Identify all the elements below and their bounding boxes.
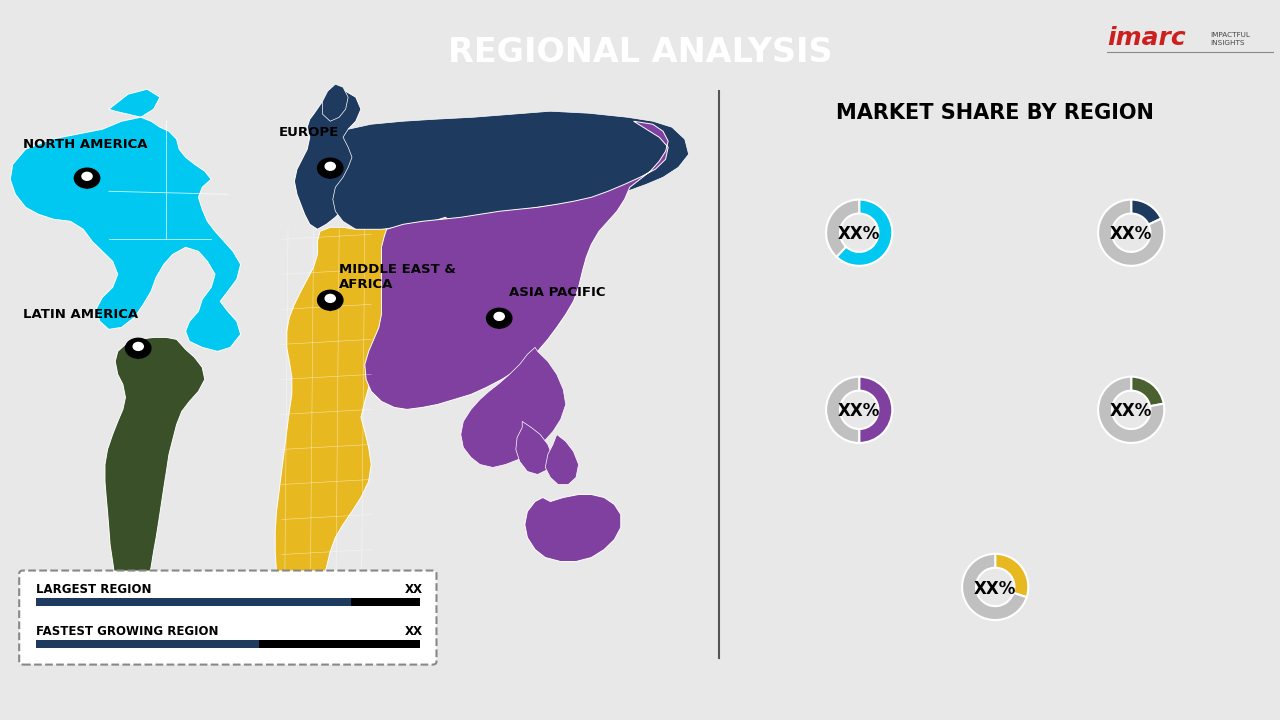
Polygon shape bbox=[10, 89, 241, 351]
Polygon shape bbox=[323, 84, 348, 121]
Text: ASIA PACIFIC: ASIA PACIFIC bbox=[509, 287, 605, 300]
Text: REGIONAL ANALYSIS: REGIONAL ANALYSIS bbox=[448, 36, 832, 68]
Text: NORTH AMERICA: NORTH AMERICA bbox=[23, 138, 147, 151]
Circle shape bbox=[325, 162, 335, 170]
Text: imarc: imarc bbox=[1107, 26, 1187, 50]
Text: LARGEST REGION: LARGEST REGION bbox=[36, 583, 151, 596]
Circle shape bbox=[74, 168, 100, 188]
Polygon shape bbox=[320, 302, 340, 311]
Text: FASTEST GROWING REGION: FASTEST GROWING REGION bbox=[36, 624, 219, 638]
Circle shape bbox=[317, 290, 343, 310]
Polygon shape bbox=[128, 349, 148, 359]
FancyBboxPatch shape bbox=[19, 570, 436, 665]
Circle shape bbox=[317, 158, 343, 178]
Text: MIDDLE EAST &
AFRICA: MIDDLE EAST & AFRICA bbox=[339, 264, 456, 292]
Polygon shape bbox=[525, 495, 621, 562]
Text: IMPACTFUL
INSIGHTS: IMPACTFUL INSIGHTS bbox=[1211, 32, 1251, 46]
Text: MARKET SHARE BY REGION: MARKET SHARE BY REGION bbox=[836, 103, 1155, 123]
Text: XX%: XX% bbox=[974, 580, 1016, 598]
Polygon shape bbox=[320, 169, 340, 179]
Bar bbox=[36, 598, 351, 606]
Wedge shape bbox=[1098, 199, 1165, 266]
Circle shape bbox=[486, 308, 512, 328]
Text: XX%: XX% bbox=[1110, 225, 1152, 243]
Wedge shape bbox=[1132, 199, 1161, 225]
Polygon shape bbox=[294, 91, 387, 229]
Polygon shape bbox=[365, 121, 668, 410]
Wedge shape bbox=[1098, 377, 1165, 443]
Text: XX%: XX% bbox=[1110, 402, 1152, 420]
Polygon shape bbox=[461, 347, 566, 467]
Wedge shape bbox=[963, 554, 1027, 620]
Wedge shape bbox=[859, 377, 892, 443]
Polygon shape bbox=[545, 434, 579, 485]
Text: XX%: XX% bbox=[838, 225, 881, 243]
Circle shape bbox=[125, 338, 151, 358]
Text: LATIN AMERICA: LATIN AMERICA bbox=[23, 308, 138, 321]
Wedge shape bbox=[995, 554, 1028, 597]
Wedge shape bbox=[837, 199, 892, 266]
Circle shape bbox=[494, 312, 504, 320]
Bar bbox=[259, 639, 420, 647]
Circle shape bbox=[325, 294, 335, 302]
Circle shape bbox=[82, 172, 92, 180]
Circle shape bbox=[133, 343, 143, 351]
Text: EUROPE: EUROPE bbox=[279, 126, 339, 139]
Wedge shape bbox=[826, 199, 859, 257]
Polygon shape bbox=[489, 320, 509, 329]
Text: XX%: XX% bbox=[838, 402, 881, 420]
Polygon shape bbox=[333, 111, 689, 231]
Wedge shape bbox=[826, 377, 859, 443]
Text: XX: XX bbox=[404, 624, 422, 638]
Polygon shape bbox=[77, 179, 97, 189]
Wedge shape bbox=[1132, 377, 1164, 406]
Bar bbox=[36, 639, 259, 647]
Polygon shape bbox=[105, 338, 205, 652]
Polygon shape bbox=[275, 217, 461, 662]
Text: XX: XX bbox=[404, 583, 422, 596]
Bar bbox=[351, 598, 420, 606]
Polygon shape bbox=[516, 421, 553, 474]
